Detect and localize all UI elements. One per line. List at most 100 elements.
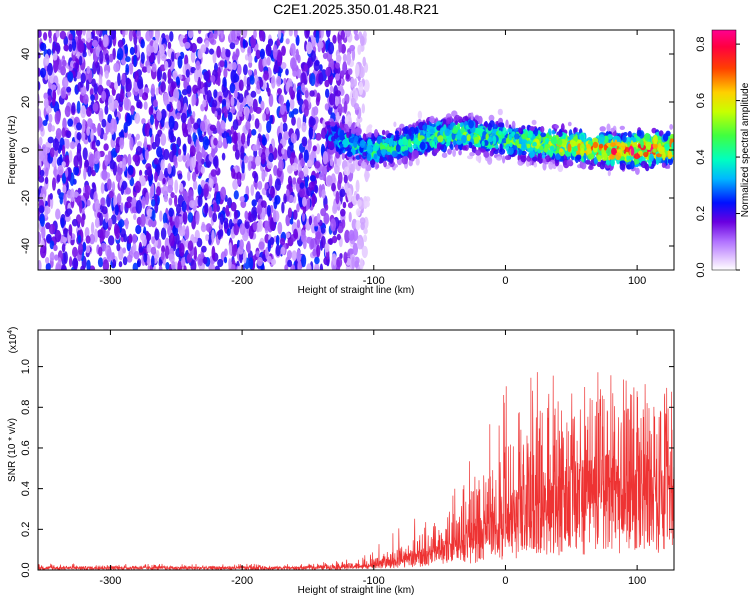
heatmap-noise-cell: [195, 60, 201, 71]
heatmap-signal-cell: [492, 135, 497, 145]
heatmap-noise-cell: [91, 140, 96, 150]
heatmap-noise-cell: [261, 253, 266, 262]
heatmap-noise-cell: [210, 169, 217, 177]
heatmap-noise-cell: [43, 97, 49, 109]
heatmap-noise-cell: [162, 212, 168, 225]
heatmap-noise-cell: [248, 213, 255, 223]
heatmap-noise-cell: [274, 195, 281, 205]
heatmap-noise-cell: [127, 153, 132, 167]
heatmap-noise-cell: [247, 155, 254, 162]
heatmap-noise-cell: [92, 102, 99, 112]
heatmap-signal-cell: [609, 153, 615, 160]
heatmap-noise-cell: [327, 238, 333, 245]
heatmap-signal-cell: [375, 164, 380, 169]
heatmap-noise-cell: [354, 260, 359, 268]
spectrogram-y-tick-label: 0: [20, 147, 32, 153]
spectrogram-y-tick-label: 20: [20, 96, 32, 108]
heatmap-signal-cell: [383, 160, 387, 168]
heatmap-noise-cell: [197, 195, 203, 207]
heatmap-noise-cell: [313, 106, 319, 116]
heatmap-noise-cell: [66, 130, 72, 139]
heatmap-noise-cell: [192, 84, 199, 95]
heatmap-noise-cell: [281, 201, 285, 214]
heatmap-noise-cell: [287, 207, 293, 219]
heatmap-noise-cell: [80, 265, 85, 270]
heatmap-noise-cell: [90, 128, 94, 143]
heatmap-noise-cell: [205, 234, 210, 242]
heatmap-noise-cell: [78, 40, 85, 53]
heatmap-noise-cell: [113, 62, 120, 73]
heatmap-signal-cell: [451, 132, 456, 141]
heatmap-noise-cell: [176, 100, 181, 112]
heatmap-noise-cell: [279, 122, 284, 133]
heatmap-noise-cell: [162, 185, 169, 196]
heatmap-signal-cell: [518, 149, 523, 155]
heatmap-signal-cell: [664, 143, 670, 151]
heatmap-noise-cell: [248, 61, 253, 68]
heatmap-noise-cell: [346, 187, 352, 199]
heatmap-noise-cell: [128, 233, 133, 244]
heatmap-noise-cell: [90, 221, 95, 235]
heatmap-noise-cell: [132, 154, 139, 163]
heatmap-noise-cell: [192, 132, 197, 143]
heatmap-noise-cell: [60, 65, 66, 76]
snr-y-tick-label: 0.4: [20, 481, 32, 496]
heatmap-noise-cell: [86, 259, 91, 270]
heatmap-noise-cell: [116, 243, 121, 252]
heatmap-signal-cell: [355, 127, 362, 136]
heatmap-noise-cell: [186, 253, 193, 264]
heatmap-noise-cell: [173, 88, 180, 102]
heatmap-noise-cell: [212, 50, 217, 64]
heatmap-noise-cell: [156, 110, 162, 122]
heatmap-signal-cell: [597, 154, 602, 162]
colorbar-tick-label: 0.4: [695, 149, 707, 164]
heatmap-noise-cell: [43, 92, 49, 100]
heatmap-noise-cell: [146, 254, 150, 266]
heatmap-noise-cell: [151, 236, 156, 245]
colorbar-tick-label: 0.6: [695, 93, 707, 108]
heatmap-signal-cell: [422, 124, 426, 131]
heatmap-noise-cell: [45, 114, 49, 122]
snr-x-tick-label: -100: [363, 575, 385, 587]
heatmap-noise-cell: [38, 231, 42, 245]
heatmap-noise-cell: [64, 105, 71, 118]
snr-y-multiplier: (x104): [7, 327, 19, 354]
heatmap-signal-cell: [381, 138, 385, 145]
heatmap-noise-cell: [222, 76, 227, 88]
heatmap-noise-cell: [343, 100, 348, 114]
heatmap-noise-cell: [340, 30, 345, 40]
heatmap-noise-cell: [134, 43, 138, 55]
heatmap-noise-cell: [340, 70, 345, 77]
heatmap-noise-cell: [154, 193, 158, 203]
heatmap-noise-cell: [315, 143, 321, 155]
heatmap-noise-cell: [268, 152, 274, 163]
heatmap-noise-cell: [107, 217, 113, 228]
heatmap-noise-cell: [233, 89, 238, 99]
heatmap-noise-cell: [332, 34, 337, 44]
heatmap-noise-cell: [115, 225, 120, 240]
heatmap-noise-cell: [287, 175, 293, 186]
heatmap-noise-cell: [197, 30, 202, 35]
heatmap-noise-cell: [160, 81, 166, 93]
heatmap-signal-cell: [557, 164, 564, 173]
heatmap-noise-cell: [342, 53, 347, 62]
heatmap-noise-cell: [163, 194, 169, 203]
heatmap-signal-cell: [475, 149, 482, 156]
heatmap-signal-cell: [543, 147, 548, 153]
heatmap-noise-cell: [97, 257, 104, 268]
heatmap-noise-cell: [154, 201, 159, 214]
heatmap-noise-cell: [53, 60, 58, 74]
heatmap-noise-cell: [112, 259, 117, 268]
heatmap-noise-cell: [88, 153, 96, 168]
heatmap-signal-cell: [339, 143, 344, 148]
heatmap-noise-cell: [180, 257, 186, 268]
heatmap-noise-cell: [117, 39, 124, 49]
heatmap-signal-cell: [366, 144, 373, 154]
heatmap-signal-cell: [335, 140, 339, 145]
heatmap-noise-cell: [315, 231, 321, 240]
heatmap-noise-cell: [127, 164, 134, 176]
heatmap-noise-cell: [212, 212, 218, 223]
heatmap-signal-cell: [369, 160, 376, 166]
heatmap-noise-cell: [270, 258, 277, 266]
heatmap-noise-cell: [192, 171, 197, 182]
